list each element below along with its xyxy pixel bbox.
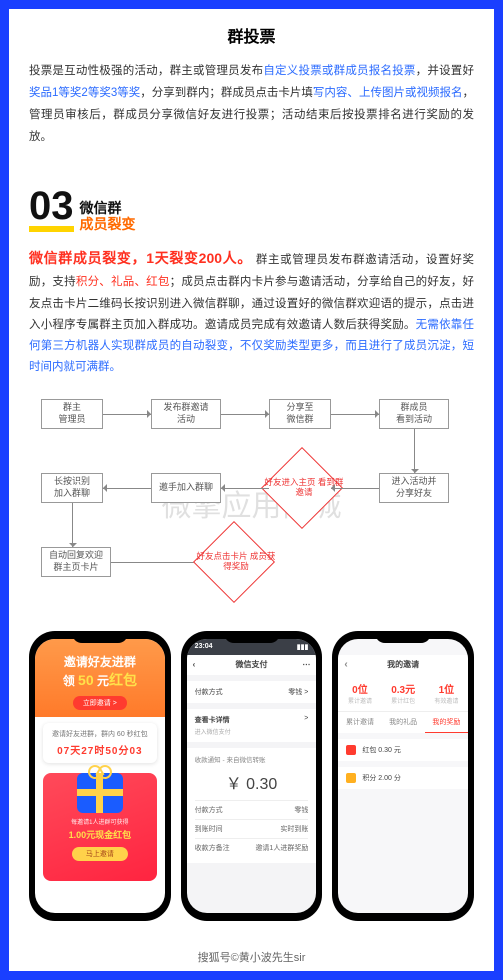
section-header: 03 微信群 成员裂变: [29, 188, 474, 232]
phone-1: 邀请好友进群领 50 元红包 立即邀请 > 邀请好友进群，群内 60 秒红包 0…: [29, 631, 171, 921]
notch-icon: [375, 631, 431, 643]
p3-stats: 0位累计邀请 0.3元累计红包 1位有效邀请: [338, 675, 468, 711]
flowchart: 微擎应用商城 群主管理员 发布群邀请活动 分享至微信群 群成员看到活动 进入活动…: [29, 393, 474, 613]
flow-diamond-reward: 好友点击卡片 成员获得奖励: [193, 521, 275, 603]
countdown: 07天27时50分03: [49, 742, 151, 757]
p1-hero: 邀请好友进群领 50 元红包 立即邀请 >: [35, 639, 165, 717]
section-title-bottom: 成员裂变: [80, 216, 136, 232]
p2-amount: ￥ 0.30: [195, 770, 309, 794]
signal-icon: ▮▮▮: [297, 643, 309, 651]
p1-redpacket: 每邀请1人进群可获得 1.00元现金红包 马上邀请: [43, 773, 157, 881]
flow-node-publish: 发布群邀请活动: [151, 399, 221, 429]
page: 群投票 投票是互动性极强的活动，群主或管理员发布自定义投票或群成员报名投票，并设…: [9, 9, 494, 971]
p1-countdown-card: 邀请好友进群，群内 60 秒红包 07天27时50分03: [43, 723, 157, 763]
chevron-right-icon[interactable]: >: [304, 715, 308, 725]
link-upload[interactable]: 写内容、上传图片或视频报名: [313, 87, 463, 99]
fission-paragraph: 微信群成员裂变，1天裂变200人。 群主或管理员发布群邀请活动，设置好奖励，支持…: [29, 246, 474, 378]
points-icon: [346, 773, 356, 783]
phone-2: 23:04▮▮▮ ‹ 微信支付 ⋯ 付款方式零钱 > 查看卡详情> 进入微信支付…: [181, 631, 323, 921]
back-icon[interactable]: ‹: [344, 659, 347, 670]
tab-gifts[interactable]: 我的礼品: [382, 712, 425, 733]
gift-icon: [77, 773, 123, 813]
more-icon[interactable]: ⋯: [302, 660, 310, 669]
section-title-top: 微信群: [80, 200, 136, 216]
notch-icon: [224, 631, 280, 643]
flow-node-longpress: 长按识别加入群聊: [41, 473, 103, 503]
tab-rewards[interactable]: 我的奖励: [425, 712, 468, 733]
p2-paymethod-row[interactable]: 付款方式零钱 >: [187, 681, 317, 703]
page-title: 群投票: [29, 23, 474, 47]
flow-node-auto-reply: 自动回复欢迎群主页卡片: [41, 547, 111, 577]
link-prizes[interactable]: 奖品1等奖2等奖3等奖: [29, 87, 140, 99]
link-custom-vote[interactable]: 自定义投票或群成员报名投票: [263, 65, 415, 77]
flow-node-owner: 群主管理员: [41, 399, 103, 429]
intro-paragraph: 投票是互动性极强的活动，群主或管理员发布自定义投票或群成员报名投票，并设置好奖品…: [29, 61, 474, 148]
p2-navbar: ‹ 微信支付 ⋯: [187, 655, 317, 675]
footer-credit: 搜狐号©黄小波先生sir: [9, 931, 494, 971]
flow-node-share: 分享至微信群: [269, 399, 331, 429]
flow-node-seen: 群成员看到活动: [379, 399, 449, 429]
reward-item[interactable]: 红包 0.30 元: [338, 739, 468, 761]
invite-button[interactable]: 立即邀请 >: [73, 696, 127, 710]
phone-3: ‹ 我的邀请 0位累计邀请 0.3元累计红包 1位有效邀请 累计邀请 我的礼品 …: [332, 631, 474, 921]
p2-card-section: 查看卡详情> 进入微信支付: [187, 709, 317, 742]
phone-mockups: 邀请好友进群领 50 元红包 立即邀请 > 邀请好友进群，群内 60 秒红包 0…: [29, 631, 474, 921]
go-invite-button[interactable]: 马上邀请: [72, 847, 128, 861]
back-icon[interactable]: ‹: [193, 660, 196, 669]
notch-icon: [72, 631, 128, 643]
p3-navbar: ‹ 我的邀请: [338, 655, 468, 675]
flow-node-join-share: 进入活动并分享好友: [379, 473, 449, 503]
flow-node-scan-join: 邀手加入群聊: [151, 473, 221, 503]
redpacket-icon: [346, 745, 356, 755]
reward-item[interactable]: 积分 2.00 分: [338, 767, 468, 789]
p3-tabs: 累计邀请 我的礼品 我的奖励: [338, 711, 468, 733]
tab-total[interactable]: 累计邀请: [338, 712, 381, 733]
section-number: 03: [29, 188, 74, 232]
